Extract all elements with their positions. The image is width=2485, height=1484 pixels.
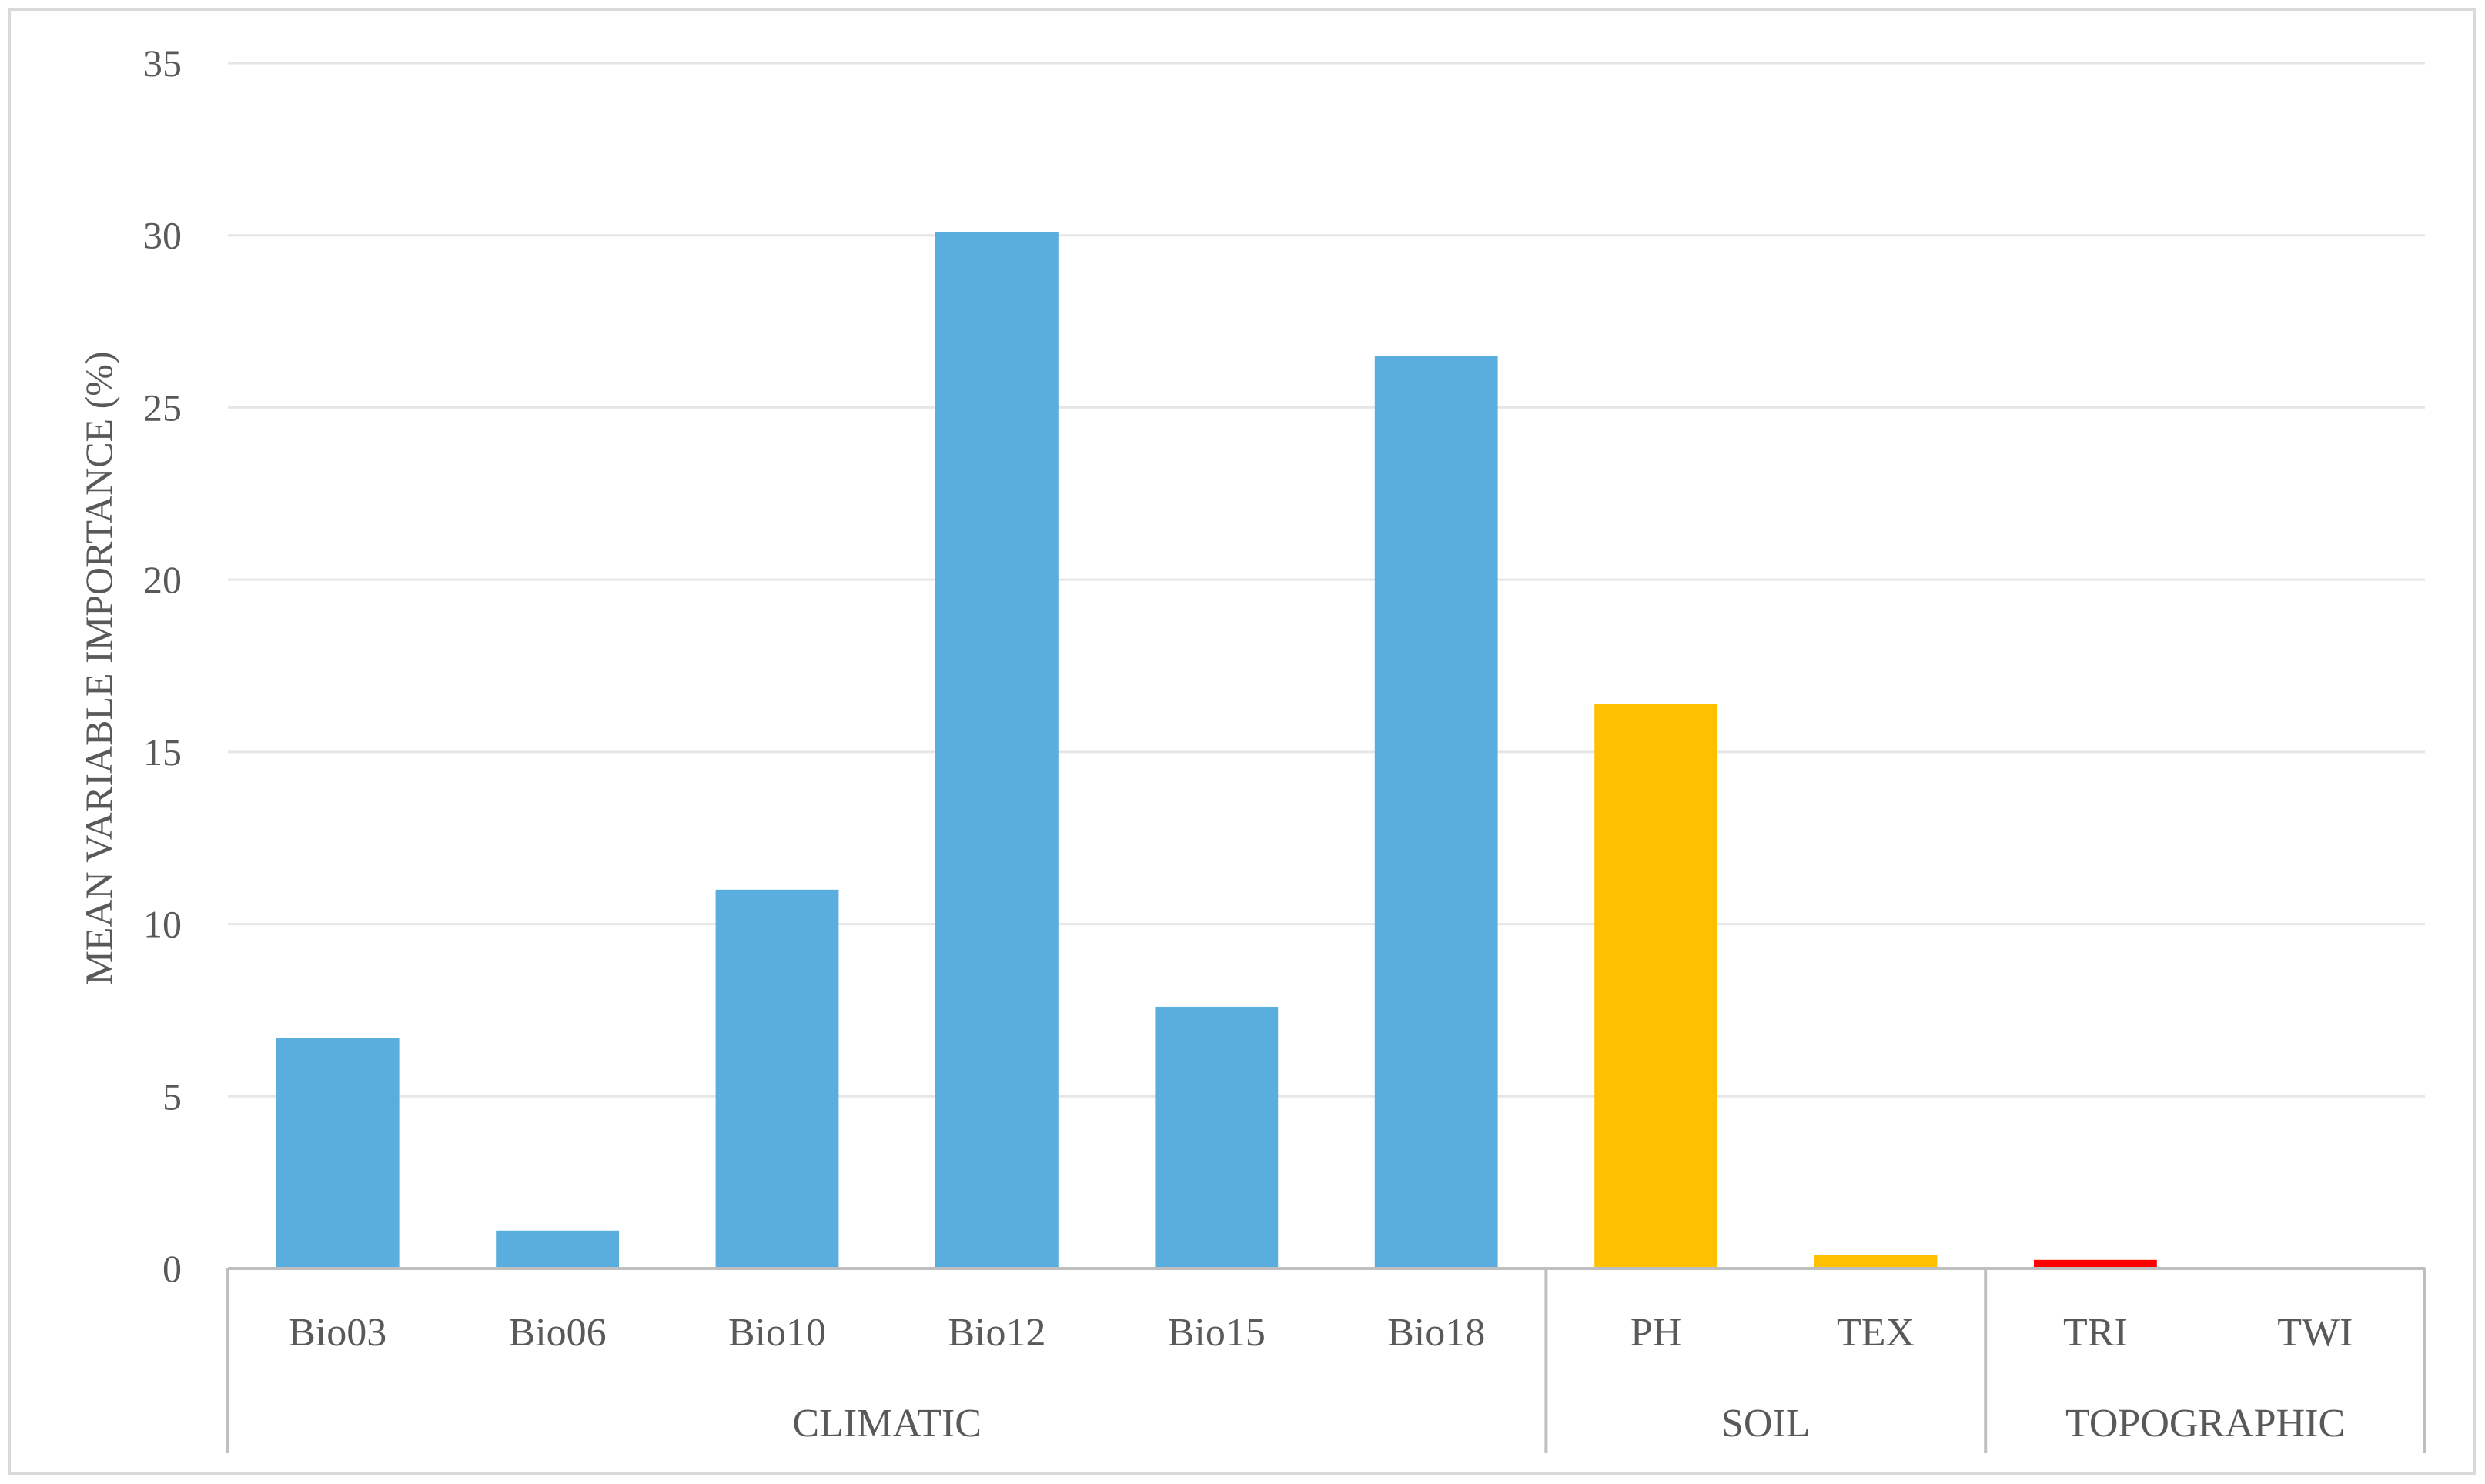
group-label: CLIMATIC (792, 1402, 982, 1446)
x-category-label: Bio03 (289, 1311, 386, 1355)
x-category-label: Bio15 (1168, 1311, 1266, 1355)
group-label: TOPOGRAPHIC (2065, 1402, 2345, 1446)
x-category-label: TWI (2277, 1311, 2353, 1355)
bar-bio12 (935, 232, 1059, 1268)
y-axis-label: MEAN VARIABLE IMPORTANCE (%) (77, 351, 120, 984)
bar-ph (1594, 704, 1718, 1268)
x-category-label: Bio18 (1387, 1311, 1485, 1355)
bars (276, 232, 2157, 1268)
bar-bio18 (1374, 356, 1498, 1268)
bar-bio06 (496, 1230, 620, 1268)
x-category-label: Bio10 (728, 1311, 826, 1355)
x-category-label: TEX (1837, 1311, 1915, 1355)
bar-tri (2033, 1259, 2157, 1268)
x-category-label: Bio12 (948, 1311, 1045, 1355)
bar-bio10 (715, 889, 839, 1268)
y-tick-label: 30 (143, 214, 182, 257)
labels: 0 5 10 15 20 25 30 35 Bio03 Bio06 Bio10 Bio12 Bio15 B… (143, 42, 2353, 1446)
axes (226, 1267, 2426, 1453)
y-tick-label: 10 (143, 903, 182, 946)
group-label: SOIL (1721, 1402, 1811, 1446)
y-tick-label: 5 (162, 1075, 182, 1118)
x-category-label: PH (1630, 1311, 1681, 1355)
bar-bio15 (1155, 1006, 1279, 1268)
y-tick-label: 35 (143, 42, 182, 85)
y-tick-label: 0 (162, 1247, 182, 1290)
y-tick-label: 20 (143, 558, 182, 601)
x-category-label: TRI (2063, 1311, 2128, 1355)
x-category-label: Bio06 (509, 1311, 607, 1355)
y-tick-label: 25 (143, 386, 182, 429)
y-tick-label: 15 (143, 730, 182, 774)
bar-bio03 (276, 1038, 400, 1268)
gridlines (228, 62, 2425, 1098)
bar-tex (1814, 1255, 1938, 1268)
